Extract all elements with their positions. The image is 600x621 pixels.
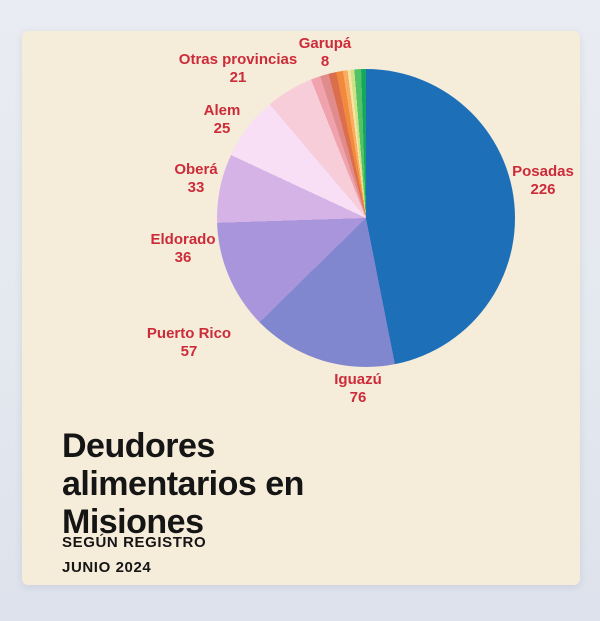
pie-label-name: Oberá [174, 161, 218, 178]
pie-label-iguazu: Iguazú 76 [273, 371, 443, 407]
pie-label-value: 8 [320, 53, 330, 70]
pie-label-value: 33 [187, 179, 205, 196]
subtitle-line: JUNIO 2024 [62, 559, 152, 576]
page-subtitle: SEGÚN REGISTRO JUNIO 2024 [62, 530, 206, 580]
pie-label-name: Alem [203, 102, 241, 119]
pie-label-puerto-rico: Puerto Rico 57 [104, 325, 274, 361]
pie-label-value: 226 [530, 181, 556, 198]
pie-label-name: Eldorado [150, 231, 216, 248]
pie-label-garupa: Garupá 8 [240, 35, 410, 71]
pie-label-name: Garupá [298, 35, 352, 52]
pie-label-value: 21 [229, 69, 247, 86]
pie-label-name: Puerto Rico [146, 325, 232, 342]
pie-label-name: Posadas [512, 163, 574, 180]
pie-chart [217, 69, 515, 367]
subtitle-line: SEGÚN REGISTRO [62, 534, 207, 551]
title-line: alimentarios en [62, 464, 304, 503]
pie-label-value: 25 [213, 120, 231, 137]
card: Posadas 226 Iguazú 76 Puerto Rico 57 Eld… [22, 31, 580, 585]
pie-label-otras-provincias: Otras provincias 21 [153, 51, 323, 87]
pie-label-posadas: Posadas 226 [458, 163, 600, 199]
pie-label-value: 76 [349, 389, 367, 406]
page-title: Deudores alimentarios en Misiones [62, 427, 462, 541]
pie-label-value: 57 [180, 343, 198, 360]
pie-label-eldorado: Eldorado 36 [98, 231, 268, 267]
pie-label-obera: Oberá 33 [111, 161, 281, 197]
pie-label-name: Iguazú [334, 371, 382, 388]
title-line: Misiones [62, 502, 204, 541]
title-line: Deudores [62, 426, 215, 465]
pie-label-name: Otras provincias [178, 51, 298, 68]
pie-label-value: 36 [174, 249, 192, 266]
pie-label-alem: Alem 25 [137, 102, 307, 138]
